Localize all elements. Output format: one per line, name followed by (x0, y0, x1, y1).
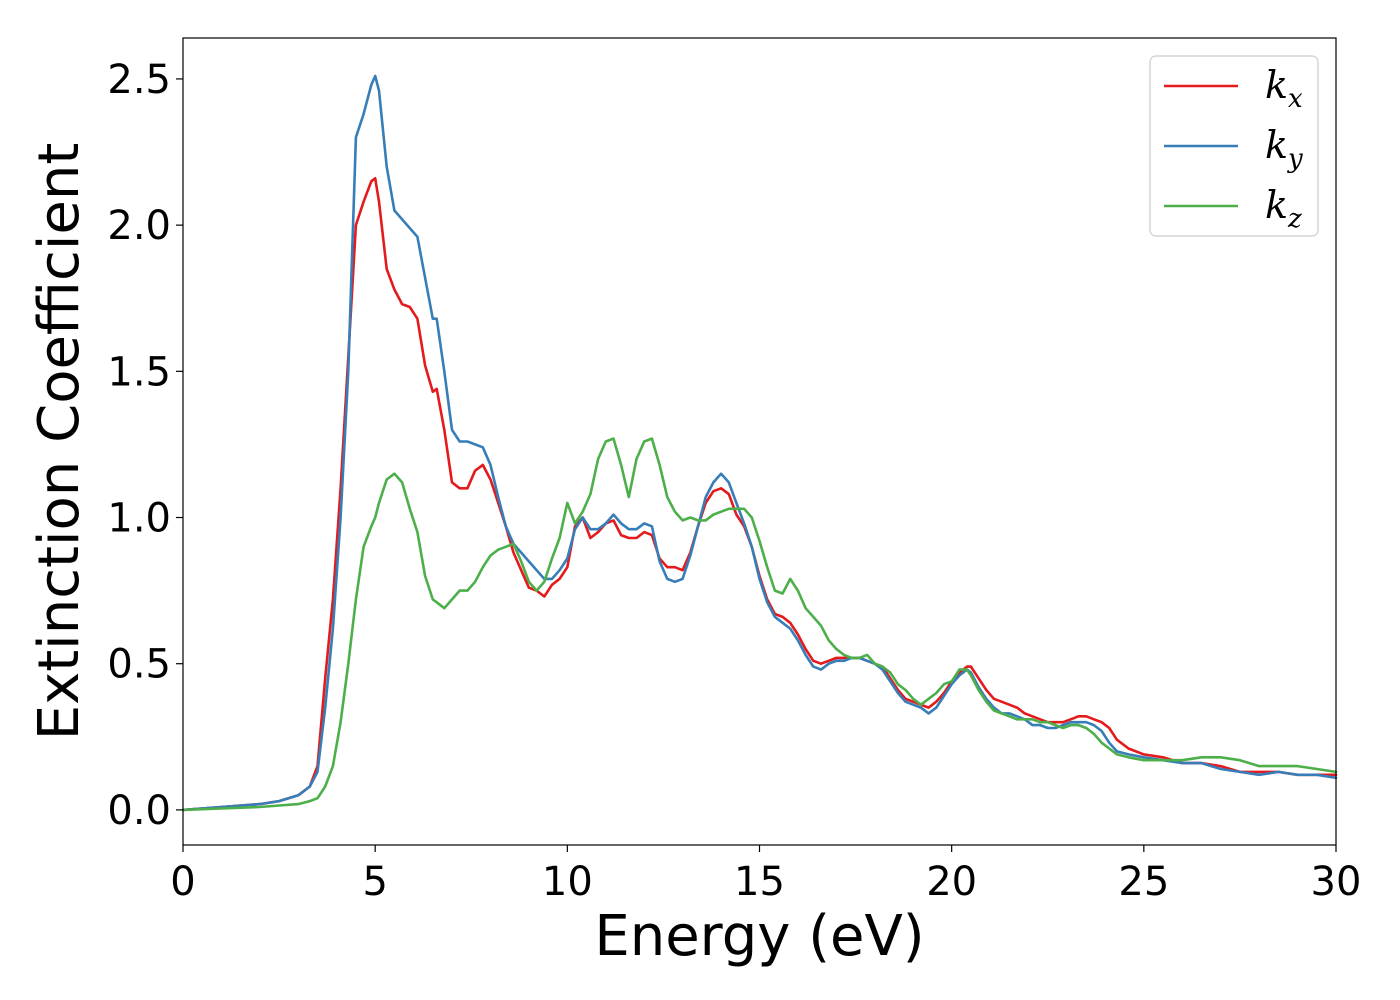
legend-label-base: k (1265, 123, 1288, 167)
y-tick-label: 0.0 (107, 788, 171, 834)
y-tick-label: 2.5 (107, 57, 171, 103)
legend-label-subscript: z (1287, 204, 1302, 234)
x-tick-label: 30 (1311, 859, 1362, 905)
y-axis-title: Extinction Coefficient (27, 143, 92, 741)
x-tick-label: 25 (1118, 859, 1169, 905)
x-tick-label: 5 (362, 859, 387, 905)
x-tick-label: 20 (926, 859, 977, 905)
y-tick-label: 0.5 (107, 642, 171, 688)
series-line-z (181, 437, 1338, 812)
legend-label-subscript: x (1288, 84, 1303, 114)
legend-label: ky (1265, 123, 1303, 174)
series-layer (181, 74, 1338, 812)
legend-label-base: k (1265, 183, 1288, 227)
y-tick-label: 1.0 (107, 496, 171, 542)
legend-label-base: k (1265, 63, 1288, 107)
series-line-y (181, 74, 1338, 812)
x-axis-title: Energy (eV) (594, 904, 924, 969)
legend-label-subscript: y (1287, 144, 1303, 174)
x-tick-label: 10 (542, 859, 593, 905)
legend-label: kx (1265, 63, 1303, 114)
y-tick-label: 2.0 (107, 203, 171, 249)
ticks-layer: 0 5 10 15 20 25 30 0.0 0.5 1.0 1.5 2.0 2.5 (107, 57, 1361, 905)
legend-item-z: kz (1164, 183, 1302, 234)
legend-item-x: kx (1164, 63, 1303, 114)
x-tick-label: 0 (170, 859, 195, 905)
y-tick-label: 1.5 (107, 349, 171, 395)
legend-label: kz (1265, 183, 1302, 234)
x-tick-label: 15 (734, 859, 785, 905)
legend-item-y: ky (1164, 123, 1303, 174)
